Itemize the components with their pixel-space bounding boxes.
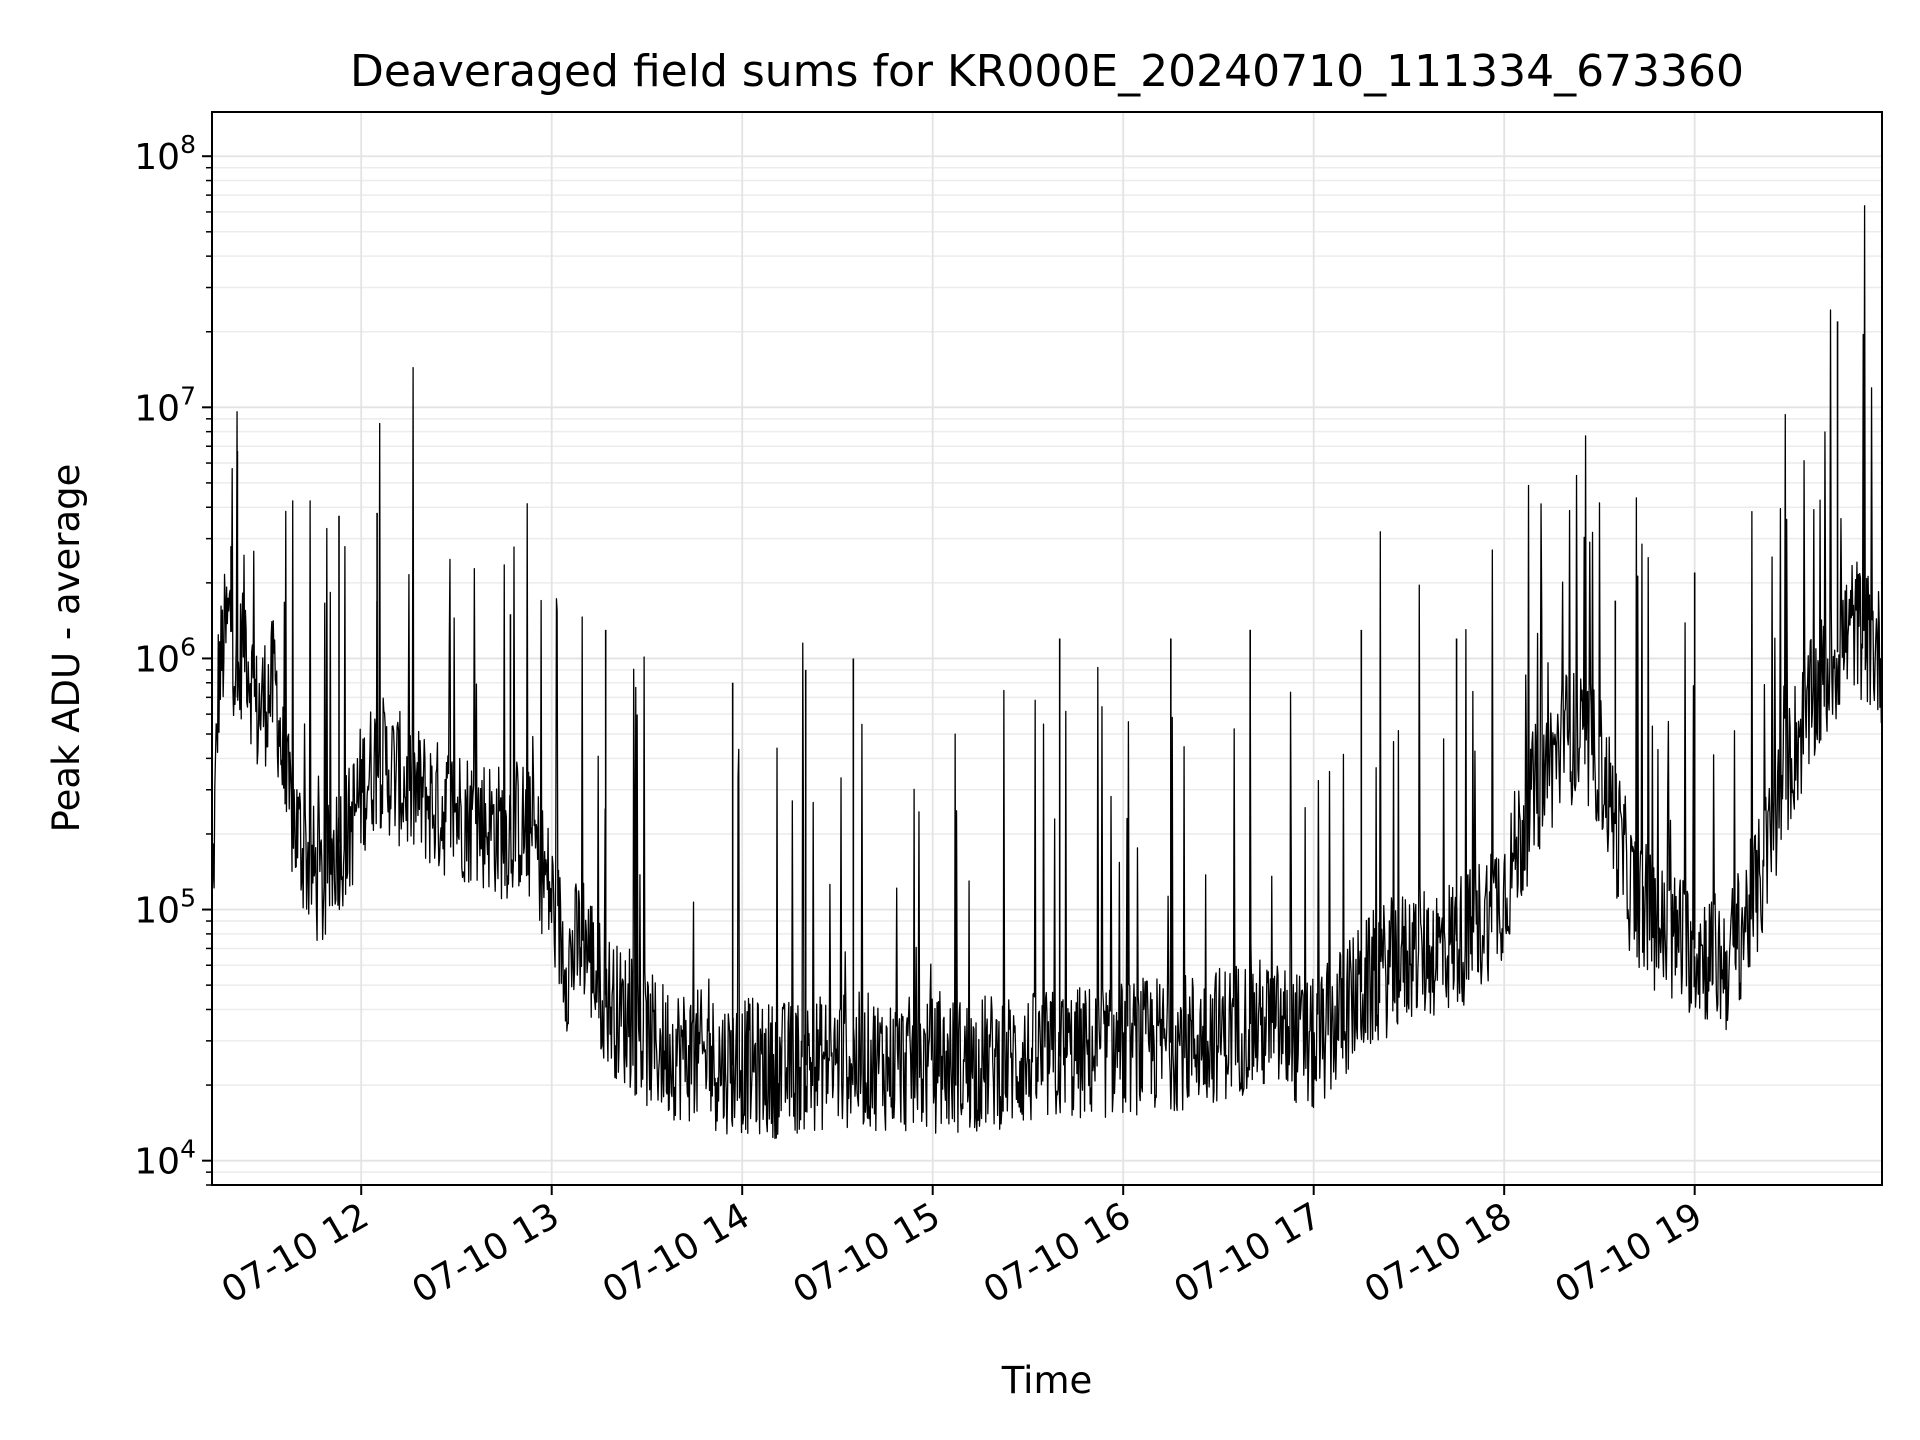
y-tick-label: 104 [134, 1135, 196, 1183]
series-layer [211, 205, 1883, 1140]
y-tick-label: 108 [134, 130, 196, 178]
chart-title: Deaveraged field sums for KR000E_2024071… [350, 46, 1744, 97]
y-axis: 104 105 106 107 108 [134, 130, 212, 1186]
y-tick-label: 105 [134, 884, 196, 932]
x-axis-label: Time [1001, 1359, 1093, 1402]
y-tick-label: 107 [134, 381, 196, 429]
y-axis-label: Peak ADU - average [45, 464, 88, 833]
y-tick-label: 106 [134, 632, 196, 680]
series-line [211, 205, 1883, 1140]
plot-area-frame [211, 111, 1883, 1186]
